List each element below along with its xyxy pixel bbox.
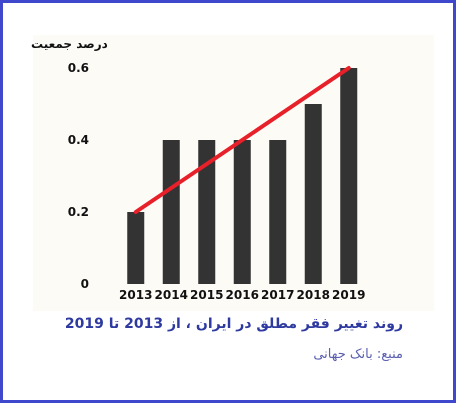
bar-2015 [198, 140, 216, 284]
y-axis-label: درصد جمعیت [31, 37, 108, 51]
bar-2016 [233, 140, 251, 284]
y-tick-label: 0.6 [68, 61, 89, 75]
bar-2013 [127, 212, 145, 284]
bar-2017 [269, 140, 287, 284]
bar-2018 [304, 104, 322, 284]
chart-source: منبع: بانک جهانی [313, 347, 403, 362]
y-tick-label: 0.4 [68, 133, 89, 147]
x-tick-label: 2017 [261, 288, 294, 302]
x-tick-label: 2013 [119, 288, 152, 302]
x-tick-label: 2019 [332, 288, 365, 302]
x-tick-label: 2018 [297, 288, 330, 302]
chart-title: روند تغییر فقر مطلق در ایران ، از 2013 ت… [64, 316, 403, 332]
trend-line [133, 66, 351, 214]
x-tick-label: 2014 [155, 288, 188, 302]
bar-chart: 0 0.2 0.4 0.6 2013 2014 2015 2016 2017 2018 2019 [68, 61, 366, 302]
bar-2014 [162, 140, 180, 284]
plot-background [33, 35, 434, 311]
x-tick-label: 2015 [190, 288, 223, 302]
bar-2019 [340, 68, 358, 284]
y-tick-label: 0 [81, 277, 89, 291]
x-tick-label: 2016 [226, 288, 259, 302]
y-tick-label: 0.2 [68, 205, 89, 219]
